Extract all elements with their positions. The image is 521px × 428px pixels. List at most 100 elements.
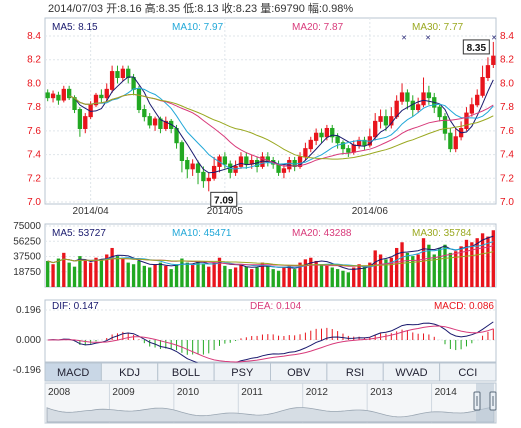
candle-body [61, 88, 66, 101]
volume-bar [137, 260, 141, 287]
timeline-navigator[interactable]: 2008 2009 2010 2011 2012 2013 2014 [44, 382, 497, 424]
price-legend: MA5: 8.15 MA10: 7.97 MA20: 7.87 MA30: 7.77 [52, 22, 464, 33]
volume-bar [207, 266, 211, 287]
candle-body [319, 132, 324, 138]
tab-label[interactable]: PSY [231, 367, 254, 379]
volume-legend-item: MA20: 43288 [292, 228, 352, 239]
volume-bar [378, 254, 383, 287]
volume-tick-label: 18750 [13, 267, 41, 278]
price-tick-left: 7.6 [27, 126, 41, 137]
volume-bar [121, 258, 125, 287]
volume-legend: MA5: 53727 MA10: 45471 MA20: 43288 MA30: 35… [52, 228, 472, 239]
candle-body [335, 136, 340, 144]
volume-bars [46, 230, 495, 287]
volume-bar [314, 260, 318, 287]
volume-bar [325, 265, 329, 287]
volume-bar [400, 242, 404, 287]
timeline-area [46, 406, 495, 423]
price-tick-right: 7.8 [500, 102, 514, 113]
volume-bar [427, 244, 431, 287]
volume-bar [459, 246, 463, 287]
price-tick-left: 8.2 [27, 55, 41, 66]
volume-bar [46, 260, 50, 287]
candle-body [104, 88, 109, 99]
volume-bar [421, 238, 426, 287]
volume-bar [51, 264, 55, 287]
candle-body [83, 116, 88, 129]
volume-bar [233, 267, 238, 287]
tab-label[interactable]: WVAD [395, 367, 427, 379]
volume-bar [78, 256, 82, 287]
dea-line [47, 325, 494, 363]
volume-bar [196, 260, 200, 287]
macd-axis: 0.196 0.000 -0.196 [13, 305, 42, 376]
price-tick-left: 7.2 [27, 173, 41, 184]
volume-legend-item: MA30: 35784 [412, 228, 472, 239]
candle-body [50, 93, 56, 99]
event-marker-icon: ✕ [425, 35, 431, 42]
price-tick-right: 7.2 [500, 173, 514, 184]
price-tick-left: 8.0 [27, 78, 41, 89]
tab-label[interactable]: RSI [346, 367, 364, 379]
candle-body [136, 88, 142, 111]
macd-tick-label: 0.196 [16, 305, 41, 316]
volume-moving-averages [47, 235, 494, 270]
candle-body [340, 142, 346, 150]
volume-bar [174, 264, 179, 287]
tab-label[interactable]: CCI [458, 367, 477, 379]
volume-bar [470, 242, 474, 287]
volume-panel: MA5: 53727 MA10: 45471 MA20: 43288 MA30: 35… [13, 221, 497, 288]
volume-bar [309, 257, 313, 287]
date-tick-label: 2014/04 [73, 206, 110, 217]
candle-body [491, 55, 496, 65]
price-annotations: 8.35 7.09 ✕ ✕ ✕ [210, 35, 497, 207]
volume-bar [110, 247, 114, 287]
candle-body [437, 106, 442, 118]
volume-bar [212, 262, 216, 287]
candle-body [405, 92, 410, 102]
candle-body [415, 104, 421, 111]
volume-bar [357, 264, 361, 287]
candle-body [77, 109, 83, 129]
volume-bar [448, 252, 453, 287]
tab-cci[interactable] [439, 362, 497, 382]
volume-bar [352, 267, 356, 287]
volume-bar [244, 266, 249, 287]
tab-label[interactable]: OBV [287, 367, 311, 379]
candle-body [480, 77, 485, 96]
volume-bar [362, 265, 367, 287]
macd-tick-label: -0.196 [13, 365, 42, 376]
volume-bar [319, 264, 324, 287]
ma10-line [69, 87, 494, 170]
volume-bar [303, 259, 308, 287]
candle-body [222, 156, 228, 165]
volume-bar [432, 254, 436, 287]
candle-body [120, 68, 126, 78]
macd-legend: DIF: 0.147 DEA: 0.104 MACD: 0.086 [52, 301, 494, 312]
candle-body [238, 156, 244, 167]
volume-bar [271, 269, 275, 287]
tab-label[interactable]: BOLL [172, 367, 200, 379]
price-tick-right: 7.0 [500, 197, 514, 208]
volume-bar [282, 267, 286, 287]
event-marker-icon: ✕ [491, 35, 497, 42]
tab-label[interactable]: MACD [57, 367, 89, 379]
volume-bar [346, 272, 351, 287]
date-tick-label: 2014/05 [207, 206, 244, 217]
volume-bar [62, 252, 66, 287]
price-tick-right: 8.0 [500, 78, 514, 89]
candle-body [297, 156, 303, 167]
volume-bar [287, 265, 291, 287]
volume-bar [201, 264, 206, 287]
volume-bar [142, 265, 146, 287]
candle-body [448, 132, 453, 150]
volume-bar [223, 265, 227, 287]
price-tick-left: 7.8 [27, 102, 41, 113]
tab-label[interactable]: KDJ [119, 367, 140, 379]
candle-body [185, 160, 190, 170]
volume-bar [115, 256, 120, 287]
volume-ma30-line [47, 251, 494, 267]
volume-bar [335, 269, 340, 287]
timeline-year-label: 2010 [177, 387, 200, 398]
timeline-year-label: 2013 [370, 387, 393, 398]
